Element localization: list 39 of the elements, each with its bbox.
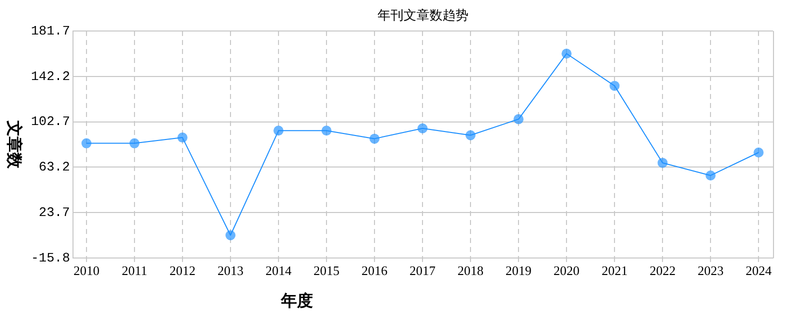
x-tick-label: 2013 [217,263,244,278]
x-tick-label: 2019 [506,263,532,278]
point [322,126,332,136]
chart-title: 年刊文章数趋势 [378,7,468,22]
x-tick-label: 2012 [169,263,196,278]
x-tick-label: 2011 [122,263,148,278]
y-tick-label: 63.2 [38,160,70,175]
point [514,114,524,124]
point [177,132,188,143]
x-tick-label: 2014 [265,263,292,278]
x-axis-title: 年度 [280,291,313,310]
x-tick-label: 2022 [650,263,676,278]
point [418,123,428,134]
x-tick-label: 2021 [602,263,628,278]
x-tick-label: 2024 [746,263,772,278]
point [754,147,764,158]
x-tick-label: 2010 [73,263,100,278]
point [610,80,620,91]
x-tick-label: 2018 [458,263,484,278]
point [466,130,476,140]
x-tick-label: 2017 [410,263,436,278]
point [658,158,668,168]
x-tick-label: 2020 [554,263,580,278]
y-axis-title: 文章数 [4,120,23,170]
y-tick-label: 102.7 [30,114,70,130]
point [273,126,284,136]
x-tick-label: 2023 [698,263,724,278]
y-tick-label: -15.8 [30,250,70,266]
x-tick-label: 2016 [362,263,388,278]
point [370,134,380,144]
y-tick-label: 181.7 [30,23,70,38]
y-tick-label: 142.2 [30,68,70,84]
y-tick-label: 23.7 [38,205,70,220]
x-tick-label: 2015 [314,263,340,278]
point [706,170,716,180]
point [129,138,140,148]
point [81,138,92,148]
point [562,48,572,59]
point [225,230,236,240]
